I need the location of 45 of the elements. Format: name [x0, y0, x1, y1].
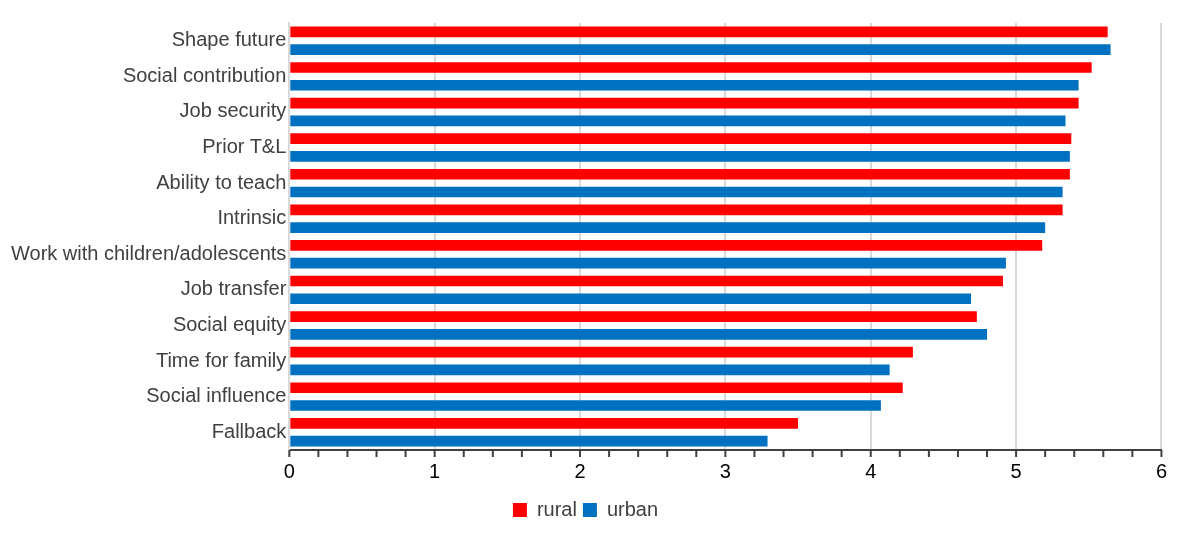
bar	[290, 186, 1063, 198]
y-tick-label: Social contribution	[122, 63, 287, 86]
y-tick-label: Shape future	[171, 28, 287, 51]
bar	[290, 329, 988, 340]
y-tick-label: Intrinsic	[217, 206, 287, 229]
x-tick-label: 6	[1155, 459, 1167, 482]
bar	[290, 97, 1079, 109]
bar	[290, 204, 1063, 216]
bar	[290, 44, 1111, 56]
x-tick-label: 0	[283, 459, 295, 482]
bar	[290, 364, 890, 376]
y-tick-label: Time for family	[155, 348, 287, 371]
bar	[290, 382, 903, 394]
bar	[290, 346, 913, 358]
bar	[290, 293, 972, 305]
bar	[290, 257, 1006, 269]
legend-label: urban	[606, 497, 659, 520]
bar	[290, 26, 1108, 38]
bar	[290, 400, 881, 411]
bar	[290, 62, 1092, 73]
x-tick-label: 5	[1010, 459, 1022, 482]
y-tick-label: Job security	[179, 99, 287, 122]
bar	[290, 168, 1070, 180]
y-tick-label: Social equity	[172, 312, 287, 335]
y-tick-label: Fallback	[211, 419, 288, 442]
bar	[290, 151, 1070, 162]
bar	[290, 222, 1046, 233]
x-tick-label: 2	[574, 459, 586, 482]
x-tick-label: 3	[719, 459, 731, 482]
y-tick-label: Ability to teach	[156, 170, 287, 193]
y-tick-label: Prior T&L	[202, 135, 287, 158]
bar	[290, 133, 1072, 144]
bar	[290, 417, 799, 429]
bar	[290, 311, 977, 322]
x-tick-label: 1	[429, 459, 441, 482]
legend-label: rural	[536, 497, 577, 520]
bar	[290, 435, 768, 447]
y-tick-label: Job transfer	[180, 277, 287, 300]
bar	[290, 79, 1079, 91]
y-tick-label: Work with children/adolescents	[11, 241, 287, 264]
x-tick-label: 4	[865, 459, 877, 482]
bar	[290, 240, 1043, 251]
bar	[290, 115, 1066, 127]
bar	[290, 275, 1003, 287]
y-tick-label: Social influence	[146, 384, 287, 407]
